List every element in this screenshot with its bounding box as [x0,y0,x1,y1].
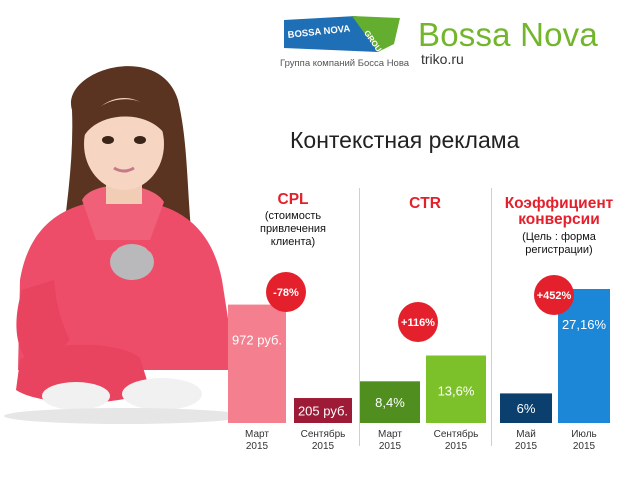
category-label-2: Сентябрь [434,428,479,440]
hair-fringe [84,99,166,136]
eye-right [134,136,146,144]
change-badge [534,275,574,315]
bar-2 [426,355,486,423]
panel-conversion-subtitle: (Цель : форма регистрации) [522,231,596,256]
hoodie [18,200,236,370]
face [84,98,164,190]
brand-site: triko.ru [421,51,464,67]
bar-1 [228,304,286,423]
panel-ctr: CTR 8,4% Март 2015 13,6% Сентябрь 2015 +116% [360,185,490,457]
category-year-2: 2015 [573,441,596,452]
category-year-2: 2015 [445,441,468,452]
bar-2 [294,398,352,423]
divider-1 [359,188,360,446]
floor-shadow [4,408,244,424]
category-label-2: Сентябрь [301,428,346,440]
panel-conversion-title: Коэффициент конверсии [504,195,614,228]
category-year-1: 2015 [379,441,402,452]
bar-value-label-1: 972 руб. [232,333,282,348]
change-badge-label: -78% [273,287,299,299]
girl-photo [0,40,244,440]
eye-left [102,136,114,144]
category-year-1: 2015 [246,441,269,452]
bar-1 [360,381,420,423]
divider-2 [491,188,492,446]
category-label-1: Март [245,429,269,440]
bar-1 [500,393,552,423]
logo-green-shape [352,16,400,52]
panel-cpl: CPL (стоимость привлечения клиента) 972 … [228,185,358,457]
change-badge [398,302,438,342]
category-label-1: Март [378,429,402,440]
category-year-2: 2015 [312,441,335,452]
panel-conversion: Коэффициент конверсии (Цель : форма реги… [494,185,624,457]
bar-value-label-2: 27,16% [562,317,607,332]
panel-ctr-title: CTR [409,195,441,212]
page-title: Контекстная реклама [290,127,520,153]
hood [82,185,164,240]
change-badge-label: +452% [537,290,572,302]
bar-value-label-2: 205 руб. [298,404,348,419]
mouth [113,166,135,173]
panel-cpl-title: CPL [277,191,309,208]
sock-right [122,378,202,410]
bear-ear-right [146,240,158,252]
category-year-1: 2015 [515,441,538,452]
change-badge [266,272,306,312]
bar-2 [558,289,610,423]
group-logo: BOSSA NOVA GROUP [282,14,402,74]
panel-cpl-subtitle: (стоимость привлечения клиента) [259,210,326,248]
group-caption: Группа компаний Босса Нова [280,58,410,69]
logo-blue-shape [284,16,378,52]
change-badge-label: +116% [401,317,435,329]
category-label-1: Май [516,429,536,440]
bar-value-label-1: 8,4% [375,395,405,410]
category-label-2: Июль [571,429,597,440]
bar-value-label-2: 13,6% [438,384,475,399]
sock-left [42,382,110,410]
bear-ear-left [106,240,118,252]
bear-face [110,244,154,280]
bar-value-label-1: 6% [517,401,536,416]
brand-title: Bossa Nova [418,16,598,53]
